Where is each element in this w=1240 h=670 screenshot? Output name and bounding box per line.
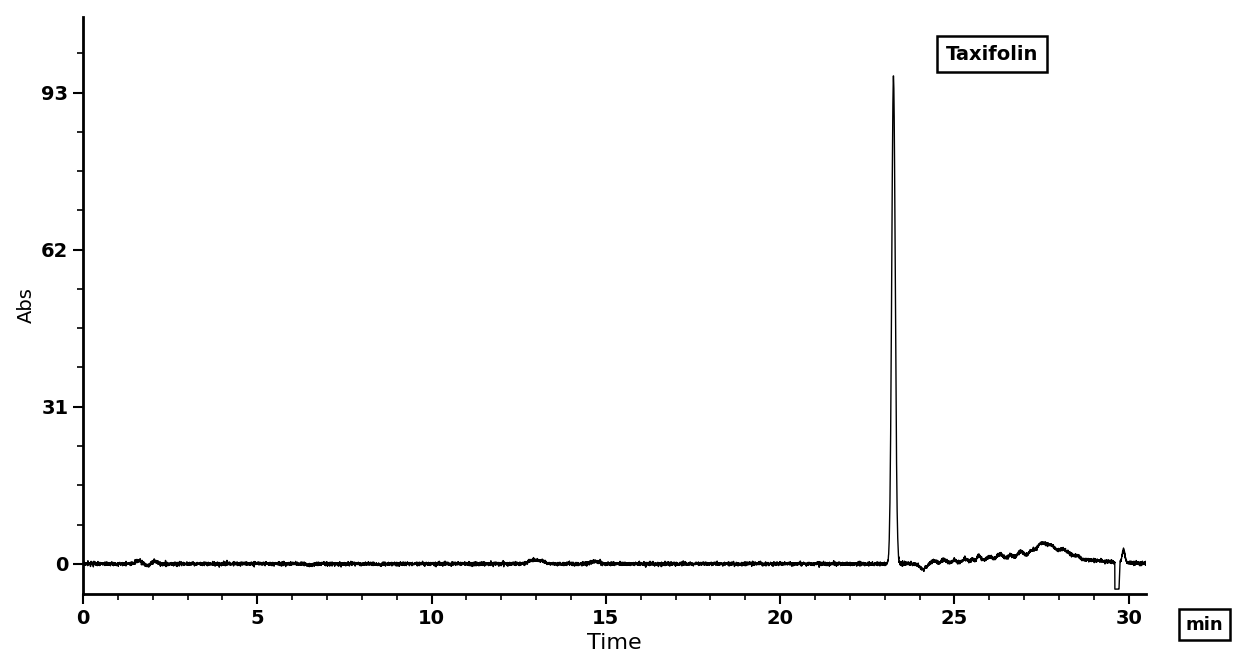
Y-axis label: Abs: Abs xyxy=(16,287,36,324)
X-axis label: Time: Time xyxy=(588,633,642,653)
Text: min: min xyxy=(1185,616,1224,634)
Text: Taxifolin: Taxifolin xyxy=(946,45,1038,64)
